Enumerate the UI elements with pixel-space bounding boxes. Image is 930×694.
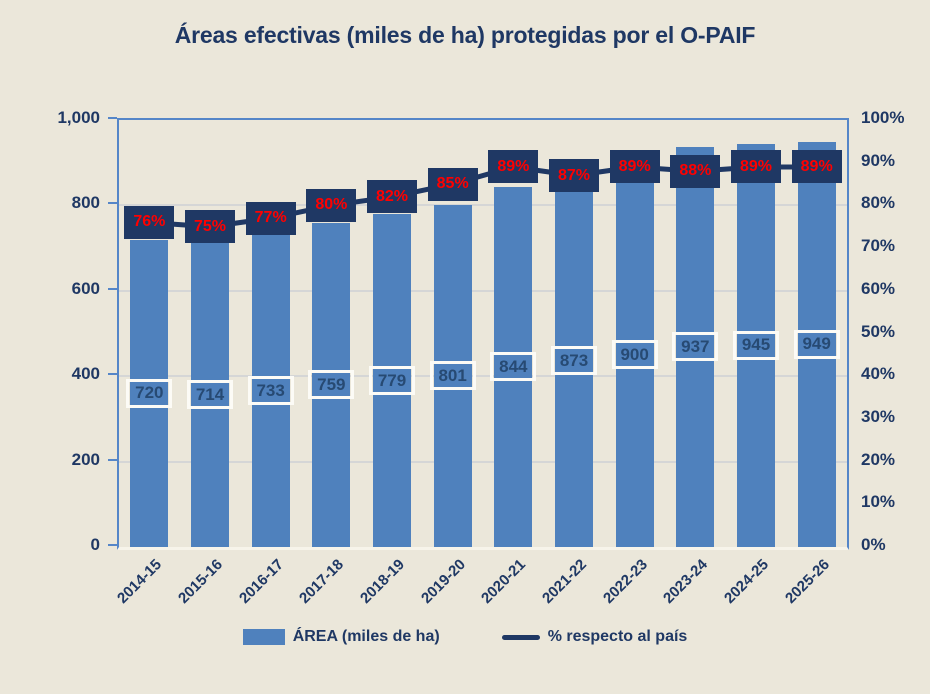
- y-axis-tick-mark: [108, 458, 117, 461]
- y-axis-tick-mark: [108, 373, 117, 376]
- x-axis-label: 2019-20: [417, 556, 469, 607]
- y-axis-right-tick-label: 60%: [861, 278, 896, 298]
- y-axis-left-tick-label: 800: [71, 193, 100, 213]
- y-axis-right-tick-label: 10%: [861, 492, 896, 512]
- bar: [676, 146, 715, 547]
- x-axis-label: 2014-15: [114, 556, 166, 607]
- bar: [251, 234, 290, 547]
- bar-value-label: 873: [551, 346, 597, 376]
- y-axis-left-tick-label: 0: [90, 535, 100, 554]
- pct-point-label: 89%: [609, 150, 660, 184]
- bar: [312, 222, 351, 547]
- y-axis-tick-mark: [108, 287, 117, 290]
- legend: ÁREA (miles de ha) % respecto al país: [0, 628, 930, 646]
- y-axis-right-tick-label: 40%: [861, 364, 896, 384]
- pct-point-label: 80%: [306, 188, 357, 222]
- x-axis-label: 2018-19: [357, 556, 409, 607]
- x-axis-label: 2017-18: [296, 556, 348, 607]
- y-axis-tick-mark: [108, 202, 117, 205]
- legend-line-swatch-icon: [501, 634, 540, 640]
- bar: [433, 204, 472, 547]
- y-axis-tick-mark: [108, 544, 117, 546]
- gridline: [119, 289, 847, 292]
- gridline: [119, 375, 847, 378]
- y-axis-right-tick-label: 0%: [861, 535, 886, 554]
- legend-line-label: % respecto al país: [547, 628, 688, 645]
- bar-value-label: 779: [369, 366, 415, 396]
- x-axis-label: 2022-23: [599, 556, 651, 607]
- bar-value-label: 900: [611, 340, 658, 370]
- x-axis-label: 2025-26: [781, 556, 833, 607]
- legend-bar-swatch-icon: [242, 629, 285, 645]
- bar: [555, 174, 593, 547]
- bar-value-label: 945: [733, 330, 779, 360]
- pct-point-label: 89%: [488, 150, 539, 184]
- y-axis-right-tick-label: 50%: [861, 321, 896, 341]
- bar: [373, 214, 411, 547]
- bar: [130, 239, 169, 547]
- y-axis-left-tick-label: 200: [71, 449, 100, 469]
- x-axis-label: 2024-25: [721, 556, 773, 607]
- y-axis-left-tick-label: 1,000: [57, 108, 100, 127]
- y-axis-left-tick-label: 600: [71, 278, 100, 298]
- pct-point-label: 75%: [185, 210, 235, 244]
- y-axis-left-tick-label: 400: [71, 364, 100, 384]
- bar-value-label: 720: [126, 378, 173, 408]
- x-axis-label: 2015-16: [175, 556, 227, 607]
- bar-value-label: 801: [429, 361, 476, 391]
- bar: [615, 162, 654, 547]
- y-axis-right-tick-label: 20%: [861, 449, 896, 469]
- y-axis-right-tick-label: 80%: [861, 193, 896, 213]
- x-axis-label: 2016-17: [235, 556, 287, 607]
- x-axis-label: 2023-24: [660, 556, 712, 607]
- pct-point-label: 82%: [367, 180, 417, 214]
- pct-point-label: 89%: [731, 150, 781, 184]
- x-axis-label: 2021-22: [539, 556, 591, 607]
- bar-value-label: 714: [187, 380, 233, 410]
- bar-value-label: 733: [247, 376, 294, 405]
- y-axis-tick-mark: [108, 117, 117, 119]
- bar-value-label: 844: [490, 352, 537, 382]
- bar: [191, 242, 229, 547]
- pct-point-label: 76%: [124, 205, 175, 239]
- chart-title: Áreas efectivas (miles de ha) protegidas…: [174, 22, 756, 48]
- y-axis-right-tick-label: 90%: [861, 150, 896, 170]
- legend-item-line: % respecto al país: [501, 628, 688, 646]
- pct-point-label: 77%: [245, 201, 296, 235]
- pct-point-label: 85%: [427, 167, 478, 201]
- x-axis-label: 2020-21: [478, 556, 530, 607]
- bar: [494, 186, 533, 547]
- bar-value-label: 949: [793, 329, 840, 359]
- gridline: [119, 204, 847, 207]
- y-axis-right-tick-label: 100%: [861, 108, 905, 127]
- legend-area-label: ÁREA (miles de ha): [292, 628, 440, 645]
- bar-value-label: 937: [672, 332, 719, 362]
- bar: [797, 141, 836, 547]
- pct-point-label: 89%: [791, 150, 842, 184]
- bar: [737, 143, 775, 547]
- bar-value-label: 759: [308, 370, 355, 400]
- gridline: [119, 460, 847, 463]
- pct-line: [149, 164, 817, 230]
- legend-item-area: ÁREA (miles de ha): [242, 628, 440, 646]
- y-axis-right-tick-label: 70%: [861, 236, 896, 256]
- y-axis-right-tick-label: 30%: [861, 406, 896, 426]
- pct-point-label: 87%: [549, 159, 599, 192]
- plot-area: 720 714 733 759 779 801 844 873 900 937 945 949 76%…: [117, 118, 849, 550]
- pct-point-label: 88%: [670, 154, 721, 188]
